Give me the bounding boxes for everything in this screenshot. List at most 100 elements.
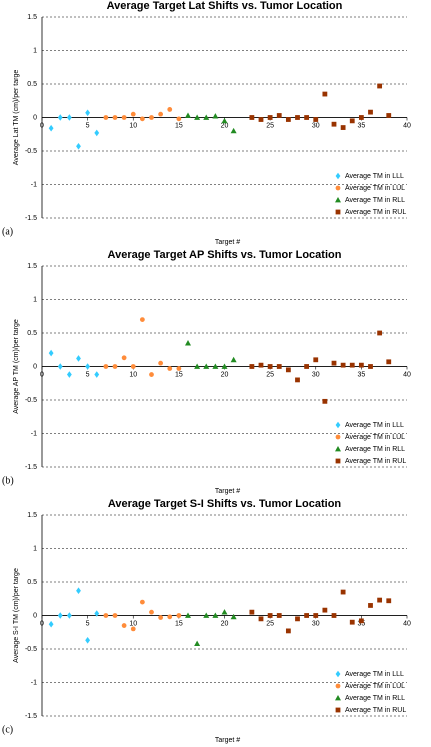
point bbox=[304, 115, 310, 120]
point bbox=[57, 363, 63, 370]
point bbox=[358, 115, 364, 120]
point bbox=[130, 364, 136, 369]
point bbox=[249, 609, 255, 615]
point bbox=[249, 115, 255, 120]
x-tick-label: 20 bbox=[221, 371, 229, 378]
legend-label: Average TM in RUL bbox=[345, 209, 406, 216]
point bbox=[276, 613, 282, 618]
legend-label: Average TM in LLL bbox=[345, 173, 404, 180]
point bbox=[121, 115, 127, 120]
point bbox=[267, 613, 273, 618]
point bbox=[103, 115, 109, 120]
y-tick-label: -0.5 bbox=[25, 397, 37, 404]
point bbox=[386, 113, 392, 118]
point bbox=[258, 616, 264, 622]
point bbox=[358, 362, 364, 368]
point bbox=[203, 114, 210, 120]
point bbox=[76, 355, 81, 362]
legend-marker bbox=[335, 670, 341, 678]
point bbox=[176, 116, 182, 122]
legend-marker bbox=[335, 683, 341, 689]
legend-marker bbox=[335, 695, 341, 701]
x-tick-label: 15 bbox=[175, 122, 183, 129]
point bbox=[322, 607, 328, 613]
chart-title: Average Target AP Shifts vs. Tumor Locat… bbox=[108, 249, 342, 261]
chart-title: Average Target Lat Shifts vs. Tumor Loca… bbox=[107, 0, 343, 12]
point bbox=[349, 118, 355, 124]
y-tick-label: -1 bbox=[31, 430, 37, 437]
panel-label: (a) bbox=[2, 226, 13, 237]
point bbox=[230, 613, 237, 620]
point bbox=[112, 613, 118, 618]
legend-marker bbox=[335, 707, 341, 713]
point bbox=[221, 117, 228, 124]
legend-label: Average TM in LUL bbox=[345, 434, 405, 441]
point bbox=[221, 609, 228, 615]
point bbox=[386, 598, 392, 604]
point bbox=[368, 603, 373, 608]
y-axis-label: Average Lat TM (cm)/per targe bbox=[13, 70, 20, 166]
y-tick-label: 1.5 bbox=[27, 512, 37, 519]
point bbox=[377, 330, 383, 336]
x-tick-label: 25 bbox=[266, 620, 274, 627]
chart-title: Average Target S-I Shifts vs. Tumor Loca… bbox=[108, 498, 342, 510]
y-tick-label: -1.5 bbox=[25, 464, 37, 471]
y-tick-label: 0 bbox=[33, 114, 37, 121]
legend-marker bbox=[335, 209, 341, 215]
y-tick-label: 0.5 bbox=[27, 81, 37, 88]
point bbox=[149, 609, 154, 615]
point bbox=[94, 371, 100, 378]
legend-marker bbox=[335, 185, 341, 191]
point bbox=[377, 83, 383, 89]
point bbox=[295, 377, 300, 383]
point bbox=[313, 613, 319, 618]
point bbox=[48, 124, 54, 132]
x-tick-label: 5 bbox=[86, 620, 90, 627]
point bbox=[295, 115, 300, 120]
point bbox=[139, 317, 145, 322]
point bbox=[349, 362, 355, 368]
point bbox=[158, 615, 164, 620]
legend-label: Average TM in RLL bbox=[345, 197, 405, 204]
point bbox=[285, 117, 291, 122]
legend-marker bbox=[335, 458, 341, 464]
point bbox=[176, 613, 182, 618]
y-tick-label: 1.5 bbox=[27, 14, 37, 21]
x-tick-label: 0 bbox=[40, 122, 44, 129]
point bbox=[212, 612, 219, 618]
point bbox=[121, 623, 127, 628]
y-tick-label: -1 bbox=[31, 679, 37, 686]
legend-label: Average TM in LLL bbox=[345, 671, 404, 678]
point bbox=[313, 117, 319, 122]
point bbox=[249, 364, 255, 369]
point bbox=[85, 636, 91, 644]
point bbox=[85, 363, 91, 370]
legend-marker bbox=[335, 172, 341, 180]
point bbox=[103, 364, 109, 369]
point bbox=[149, 372, 154, 377]
point bbox=[139, 599, 145, 605]
point bbox=[103, 613, 109, 618]
point bbox=[203, 612, 210, 618]
point bbox=[221, 363, 228, 369]
y-tick-label: 1 bbox=[33, 47, 37, 54]
y-axis-label: Average S-I TM (cm)/per targe bbox=[13, 568, 20, 663]
point bbox=[340, 125, 346, 130]
x-tick-label: 20 bbox=[221, 122, 229, 129]
point bbox=[176, 366, 182, 371]
point bbox=[112, 364, 118, 369]
point bbox=[230, 127, 237, 134]
x-axis-label: Target # bbox=[215, 239, 240, 246]
point bbox=[48, 620, 54, 628]
legend-label: Average TM in LUL bbox=[345, 185, 405, 192]
point bbox=[212, 113, 219, 119]
point bbox=[185, 112, 191, 118]
legend-label: Average TM in RUL bbox=[345, 707, 406, 714]
point bbox=[368, 364, 373, 369]
legend-label: Average TM in RLL bbox=[345, 695, 405, 702]
y-tick-label: -1.5 bbox=[25, 215, 37, 222]
x-tick-label: 40 bbox=[403, 122, 411, 129]
y-tick-label: -1 bbox=[31, 181, 37, 188]
point bbox=[230, 356, 237, 363]
point bbox=[349, 619, 355, 625]
